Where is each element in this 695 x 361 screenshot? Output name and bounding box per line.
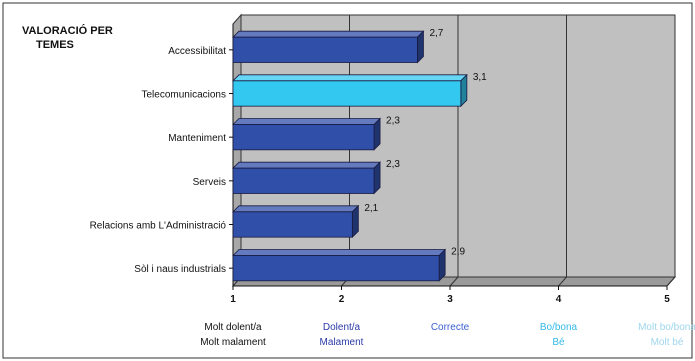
bar-end [460, 73, 468, 108]
bar-end [417, 30, 424, 64]
value-label: 2,3 [386, 116, 400, 127]
x-tick-label: Correcte [431, 322, 470, 333]
bar [232, 255, 440, 282]
x-tick-number: 4 [556, 294, 562, 305]
value-label: 2,1 [364, 203, 378, 214]
category-label: Sòl i naus industrials [134, 264, 226, 275]
gridline-floor [666, 276, 676, 287]
gridline-floor [558, 276, 567, 287]
x-tick-label: Molt bo/bona [638, 322, 695, 333]
x-tick-label: Molt malament [200, 337, 266, 348]
chart-title-line-1: VALORACIÓ PER [22, 24, 113, 37]
bar [232, 211, 353, 238]
bar [232, 80, 462, 107]
bar-top [232, 205, 360, 213]
bar [232, 36, 418, 63]
plot-area: 1 Molt dolent/a Molt malament 2 Dolent/a Mala… [90, 13, 695, 348]
bar-end [373, 161, 381, 195]
category-label: Telecomunicacions [142, 90, 227, 101]
x-tick-number: 5 [664, 294, 670, 305]
value-label: 2,7 [429, 28, 443, 39]
bar-end [351, 204, 359, 239]
category-label: Accessibilitat [168, 46, 226, 57]
x-tick-label: Bé [552, 337, 565, 348]
chart-title-line-2: TEMES [36, 39, 74, 51]
x-tick-label: Bo/bona [540, 322, 578, 333]
bar-end [373, 117, 381, 151]
bar-top [232, 118, 382, 125]
bar-top [232, 161, 382, 169]
bar [232, 167, 375, 194]
value-label: 2,9 [451, 247, 465, 258]
x-tick-number: 2 [339, 294, 345, 305]
bar-top [232, 30, 425, 38]
value-label: 2,3 [386, 159, 400, 170]
x-tick-label: Molt bé [651, 337, 684, 348]
x-tick-label: Dolent/a [323, 322, 361, 333]
x-tick-label: Malament [320, 337, 364, 348]
category-label: Relacions amb L'Administració [90, 221, 227, 232]
bar-end [438, 248, 446, 282]
x-tick-label: Molt dolent/a [204, 322, 262, 333]
bar [232, 124, 375, 151]
value-label: 3,1 [473, 72, 487, 83]
category-label: Manteniment [168, 133, 226, 144]
gridline-floor [449, 276, 459, 287]
bar-top [232, 74, 468, 82]
category-label: Serveis [193, 177, 226, 188]
x-tick-number: 1 [230, 294, 236, 305]
x-tick-number: 3 [447, 294, 453, 305]
bar-top [232, 249, 447, 256]
